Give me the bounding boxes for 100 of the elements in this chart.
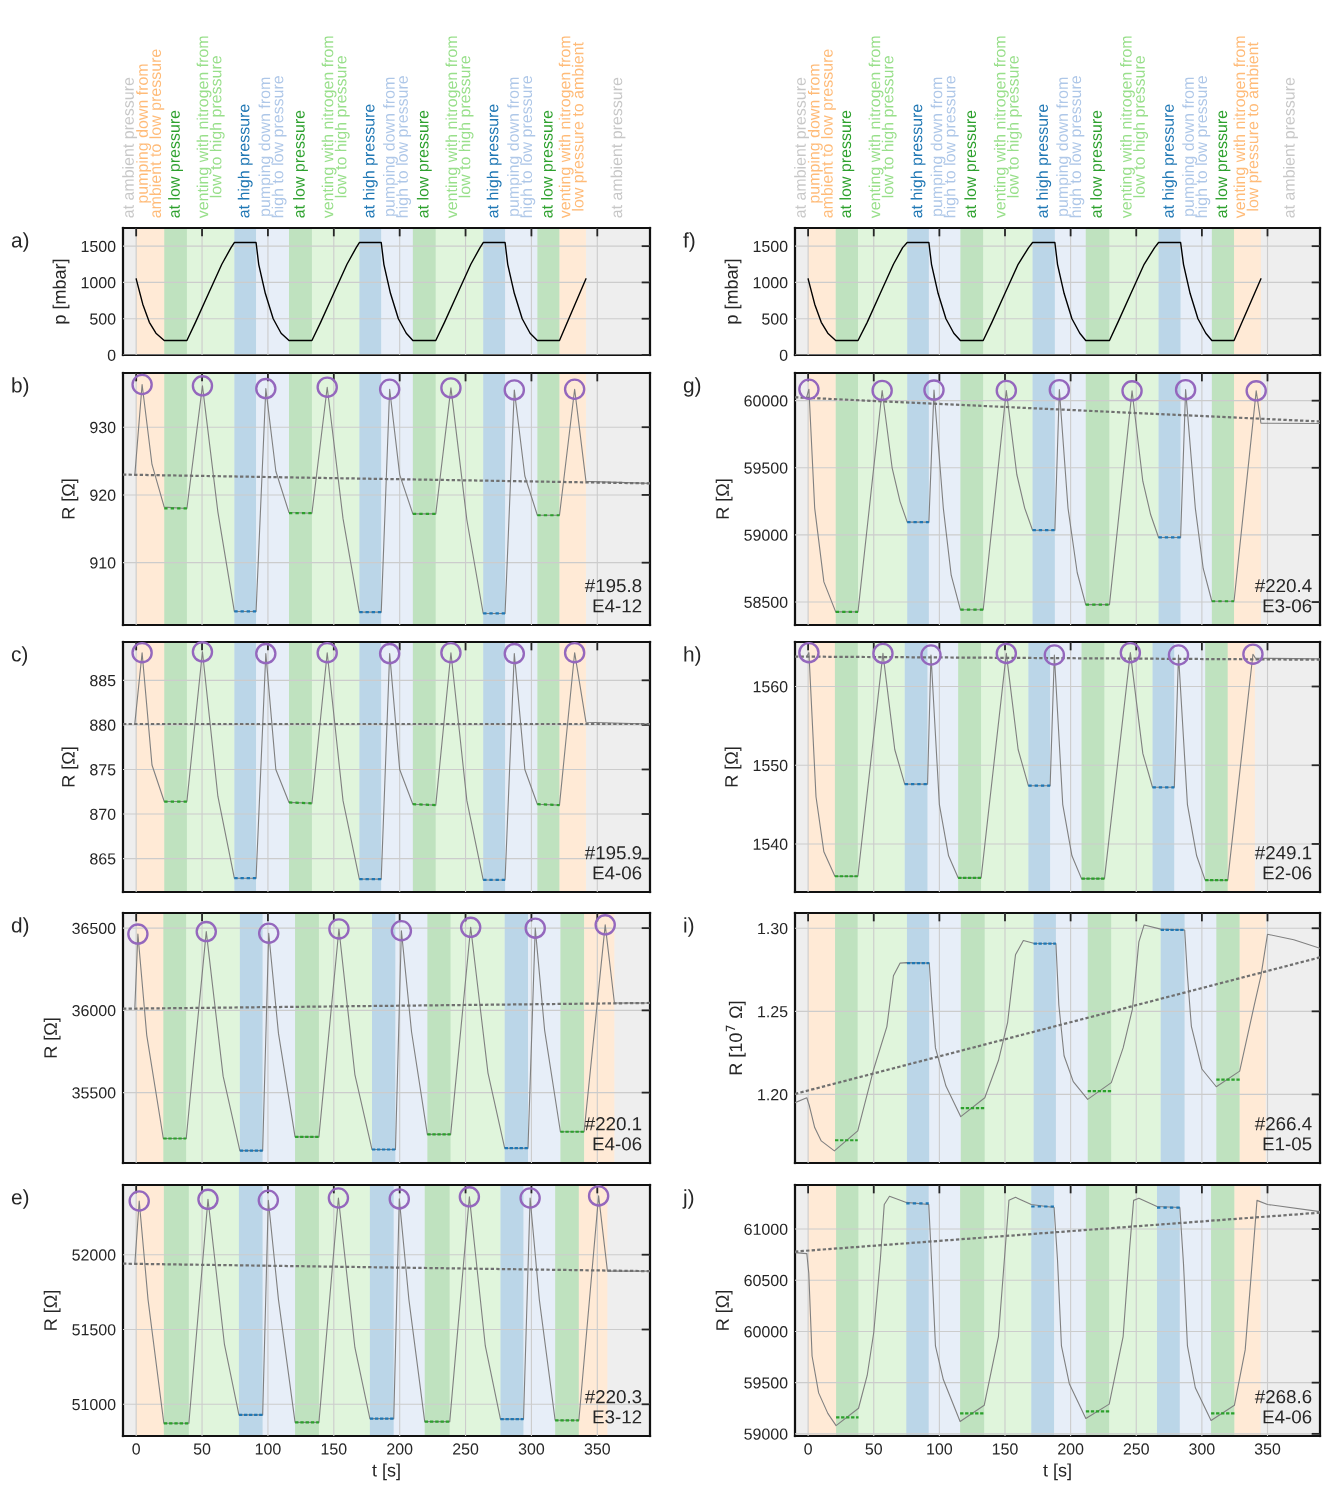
band-label: at low pressure <box>168 110 184 218</box>
band-label: at low pressure <box>540 110 556 218</box>
band-label: pumping down from high to low pressure <box>1056 76 1085 218</box>
x-tick-label: 350 <box>1254 1443 1281 1455</box>
chart-title: j) <box>682 1189 694 1209</box>
band-label: pumping down from high to low pressure <box>930 76 959 218</box>
chart-title: d) <box>11 917 29 937</box>
y-tick-label: 500 <box>90 313 116 325</box>
x-tick-label: 200 <box>1058 1443 1084 1455</box>
y-tick-label: 1560 <box>753 681 788 693</box>
chart-title: e) <box>11 1189 29 1209</box>
annotation: #195.8 E4-12 <box>584 579 642 613</box>
x-tick-label: 350 <box>584 1443 610 1455</box>
y-tick-label: 920 <box>90 489 116 501</box>
y-tick-label: 59000 <box>744 529 788 541</box>
band-label: at low pressure <box>293 110 308 218</box>
y-tick-label: 59500 <box>744 1377 788 1389</box>
y-tick-label: 1000 <box>753 277 788 289</box>
band-label: at high pressure <box>910 104 926 218</box>
y-tick-label: 1500 <box>753 240 788 253</box>
band-label: pumping down from high to low pressure <box>383 76 412 218</box>
band-label: at high pressure <box>1036 104 1052 218</box>
x-tick-label: 150 <box>321 1443 347 1455</box>
annotation: #220.3 E3-12 <box>584 1390 642 1424</box>
y-axis-title: R [Ω] <box>715 1290 733 1330</box>
x-tick-label: 100 <box>255 1443 281 1455</box>
annotation: #220.1 E4-06 <box>584 1117 642 1151</box>
annotation: #249.1 E2-06 <box>1254 846 1312 880</box>
x-tick-label: 250 <box>453 1443 479 1455</box>
band-label: at high pressure <box>1162 104 1178 218</box>
x-tick-label: 300 <box>518 1443 545 1455</box>
y-tick-label: 60000 <box>744 395 788 407</box>
y-axis-title: R [Ω] <box>61 747 79 787</box>
y-tick-label: 0 <box>779 349 788 361</box>
band-label: at low pressure <box>1215 110 1231 218</box>
band-label: venting with nitrogen from low pressure to ambient <box>558 36 587 219</box>
band-label: at high pressure <box>237 104 253 218</box>
y-axis-title: p [mbar] <box>724 259 742 324</box>
band-label: at low pressure <box>839 110 855 218</box>
band-label: pumping down from high to low pressure <box>1182 76 1211 218</box>
y-tick-label: 1540 <box>753 838 788 850</box>
y-tick-label: 865 <box>90 853 116 865</box>
y-tick-label: 51000 <box>72 1398 116 1411</box>
band-label: at ambient pressure <box>610 77 626 218</box>
y-tick-label: 60000 <box>744 1326 788 1338</box>
band-label: venting with nitrogen from low to high pressure <box>321 36 350 219</box>
y-tick-label: 1500 <box>81 240 116 253</box>
chart-title: b) <box>12 377 29 397</box>
y-tick-label: 870 <box>90 808 116 820</box>
y-tick-label: 910 <box>90 557 116 569</box>
band-label: pumping down from ambient to low pressure <box>807 49 836 218</box>
x-axis-title: t [s] <box>372 1463 400 1481</box>
y-axis-title: R [Ω] <box>61 479 79 519</box>
y-tick-label: 60500 <box>744 1274 788 1287</box>
chart-title: g) <box>683 377 701 397</box>
x-tick-label: 0 <box>804 1443 812 1455</box>
y-tick-label: 1.25 <box>758 1005 788 1018</box>
band-label: venting with nitrogen from low to high pressure <box>445 36 474 219</box>
x-tick-label: 0 <box>132 1443 140 1455</box>
y-axis-title: R [Ω] <box>715 479 733 519</box>
y-tick-label: 1.20 <box>758 1089 788 1101</box>
band-label: at high pressure <box>486 104 502 218</box>
y-axis-title: p [mbar] <box>52 259 70 324</box>
y-tick-label: 1550 <box>753 759 788 772</box>
y-axis-title: R [Ω] <box>724 747 742 787</box>
x-tick-label: 50 <box>193 1443 211 1455</box>
band-label: pumping down from high to low pressure <box>507 76 536 218</box>
y-tick-label: 1.30 <box>758 922 788 935</box>
y-tick-label: 930 <box>90 421 116 434</box>
chart-title: a) <box>11 232 29 252</box>
y-tick-label: 59000 <box>744 1428 788 1440</box>
band-label: venting with nitrogen from low pressure to ambient <box>1233 36 1262 219</box>
band-label: at low pressure <box>416 110 432 218</box>
x-tick-label: 150 <box>992 1443 1018 1455</box>
y-tick-label: 59500 <box>744 462 788 474</box>
y-tick-label: 875 <box>90 764 116 776</box>
y-axis-title: R [Ω] <box>43 1290 61 1330</box>
annotation: #266.4 E1-05 <box>1254 1117 1312 1151</box>
band-label: venting with nitrogen from low to high pressure <box>1120 36 1149 219</box>
x-tick-label: 250 <box>1123 1443 1149 1455</box>
y-tick-label: 1000 <box>81 277 116 289</box>
y-tick-label: 52000 <box>72 1249 116 1261</box>
y-tick-label: 885 <box>90 674 116 687</box>
annotation: #220.4 E3-06 <box>1254 579 1312 613</box>
x-axis-title: t [s] <box>1043 1463 1071 1481</box>
y-tick-label: 0 <box>107 349 116 361</box>
x-tick-label: 200 <box>387 1443 413 1455</box>
y-tick-label: 36000 <box>72 1005 116 1017</box>
y-tick-label: 58500 <box>744 596 788 608</box>
y-tick-label: 500 <box>762 313 788 325</box>
band-label: venting with nitrogen from low to high pressure <box>993 36 1022 219</box>
band-label: at low pressure <box>964 110 980 218</box>
band-label: venting with nitrogen from low to high pressure <box>868 36 897 219</box>
y-tick-label: 36500 <box>72 922 116 935</box>
band-label: pumping down from ambient to low pressure <box>136 49 165 218</box>
y-axis-title: R [10$^{7}$ Ω] <box>725 1001 746 1075</box>
y-tick-label: 35500 <box>72 1087 116 1099</box>
chart-title: c) <box>11 646 28 666</box>
band-label: at high pressure <box>362 104 378 218</box>
y-tick-label: 880 <box>90 719 116 731</box>
